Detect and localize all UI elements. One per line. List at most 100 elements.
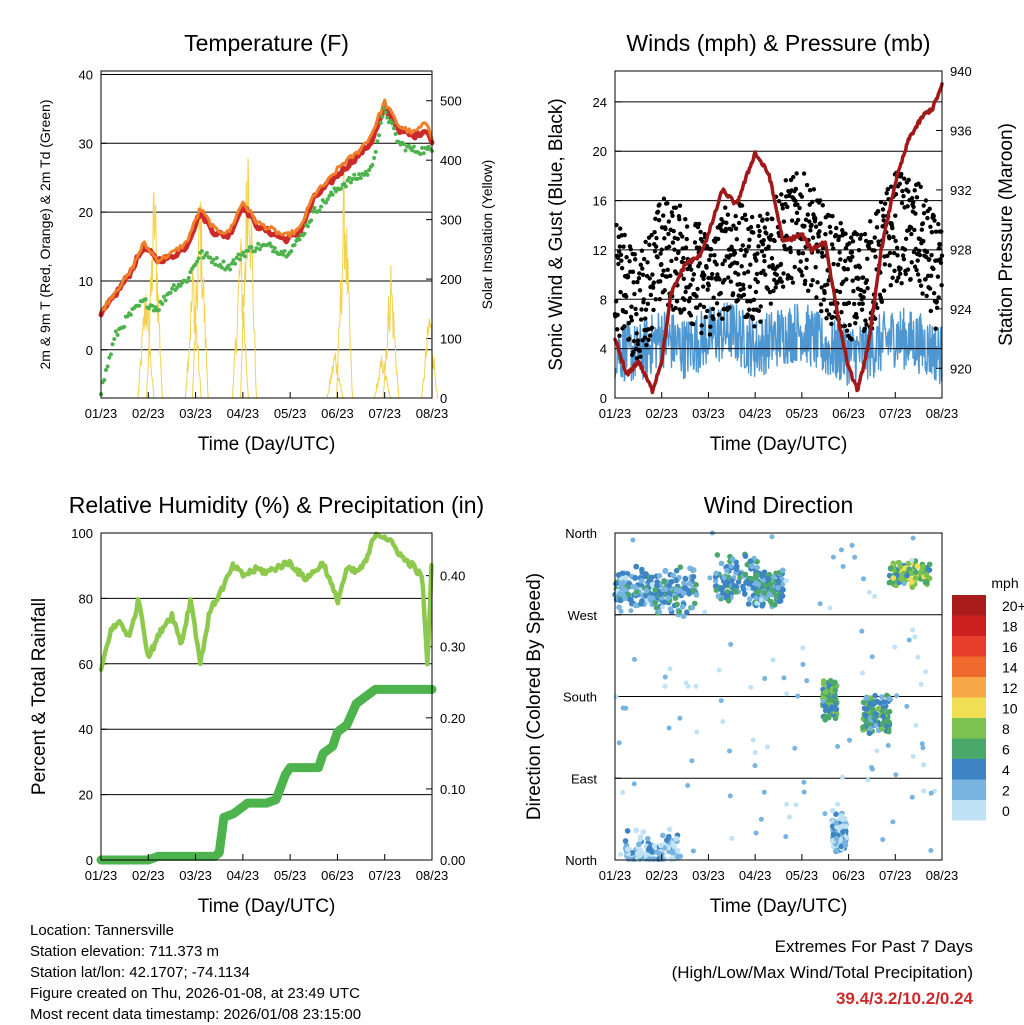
gust-point [788, 249, 793, 255]
dewpoint-point [128, 312, 133, 317]
gust-point [643, 316, 648, 321]
gust-point [746, 307, 752, 312]
gust-point [694, 294, 699, 299]
gust-point [661, 213, 666, 218]
gust-point [914, 267, 919, 273]
direction-point [926, 575, 933, 582]
gust-point [927, 206, 932, 211]
gust-point [833, 232, 839, 238]
gust-point [780, 284, 786, 289]
gust-point [788, 245, 793, 251]
y2-tick-label: 0.40 [440, 569, 465, 584]
gust-point [933, 326, 938, 331]
direction-point [681, 585, 688, 591]
direction-point [868, 726, 874, 732]
direction-point [654, 849, 660, 855]
direction-point [633, 589, 640, 595]
gust-point [647, 333, 653, 338]
plot-frame [100, 532, 433, 861]
gust-point [747, 284, 753, 290]
legend-label: 12 [1002, 680, 1018, 696]
gust-point [846, 300, 852, 305]
gust-point [702, 272, 707, 278]
gust-point [635, 279, 640, 285]
direction-point [832, 687, 839, 693]
insolation-line [137, 294, 155, 399]
extremes-subtitle: (High/Low/Max Wind/Total Precipitation) [671, 963, 973, 982]
gust-point [815, 249, 821, 254]
x-tick-label: 04/23 [227, 406, 260, 421]
gust-point [769, 256, 775, 261]
pressure-line [613, 82, 944, 395]
direction-point [886, 579, 893, 586]
direction-point [872, 593, 878, 599]
gust-point [793, 186, 799, 192]
dewpoint-point [348, 180, 353, 185]
legend-label: 0 [1002, 803, 1010, 819]
gust-point [880, 207, 886, 212]
direction-point [904, 572, 910, 579]
gust-point [653, 244, 659, 249]
dewpoint-point [103, 368, 108, 373]
gust-point [734, 237, 740, 242]
direction-point [867, 700, 874, 707]
dewpoint-point [105, 364, 110, 369]
gust-point [772, 277, 777, 283]
dewpoint-point [420, 145, 425, 150]
direction-point [866, 730, 873, 737]
gust-point [651, 280, 657, 285]
gust-point [773, 285, 778, 290]
direction-point [657, 842, 664, 849]
legend-swatch [952, 697, 986, 718]
dewpoint-point [112, 336, 117, 341]
dewpoint-point [382, 106, 387, 111]
gust-point [776, 199, 782, 204]
gust-point [905, 204, 910, 209]
dewpoint-point [393, 132, 398, 137]
recent-timestamp: Most recent data timestamp: 2026/01/08 2… [30, 1006, 362, 1023]
direction-point [716, 667, 722, 673]
y-tick-label: 8 [600, 292, 607, 307]
gust-point [751, 230, 756, 235]
direction-point [676, 587, 683, 594]
y2-tick-label: 400 [440, 153, 462, 168]
x-tick-label: 06/23 [832, 868, 865, 883]
gust-point [820, 203, 825, 208]
direction-point [920, 745, 926, 751]
gust-point [820, 254, 825, 259]
direction-point [781, 675, 787, 681]
gust-point [931, 213, 936, 219]
gust-point [712, 239, 718, 245]
gust-point [863, 238, 869, 244]
extremes-values: 39.4/3.2/10.2/0.24 [835, 989, 973, 1008]
gust-point [617, 333, 622, 339]
y-tick-label: 20 [79, 205, 93, 220]
gust-point [790, 280, 796, 285]
gust-point [748, 224, 754, 230]
y-tick-label: 40 [79, 67, 93, 82]
direction-point [615, 572, 622, 578]
gust-point [912, 264, 918, 269]
gust-point [908, 225, 914, 230]
gust-point [674, 256, 679, 262]
direction-point [660, 587, 666, 593]
gust-point [937, 242, 943, 247]
dewpoint-point [146, 306, 151, 311]
gust-point [617, 244, 623, 249]
gust-point [643, 239, 648, 245]
direction-point [636, 852, 643, 859]
gust-point [653, 216, 658, 222]
gust-point [770, 216, 775, 222]
direction-point [732, 587, 738, 594]
direction-point [833, 706, 840, 713]
gust-point [823, 231, 828, 237]
gust-point [819, 285, 824, 290]
x-tick-label: 04/23 [739, 868, 772, 883]
dewpoint-point [107, 355, 112, 360]
gust-point [884, 190, 889, 196]
gust-point [795, 202, 800, 207]
gust-point [850, 254, 855, 259]
gust-point [761, 237, 766, 243]
gust-point [636, 276, 642, 281]
gust-point [813, 264, 818, 270]
